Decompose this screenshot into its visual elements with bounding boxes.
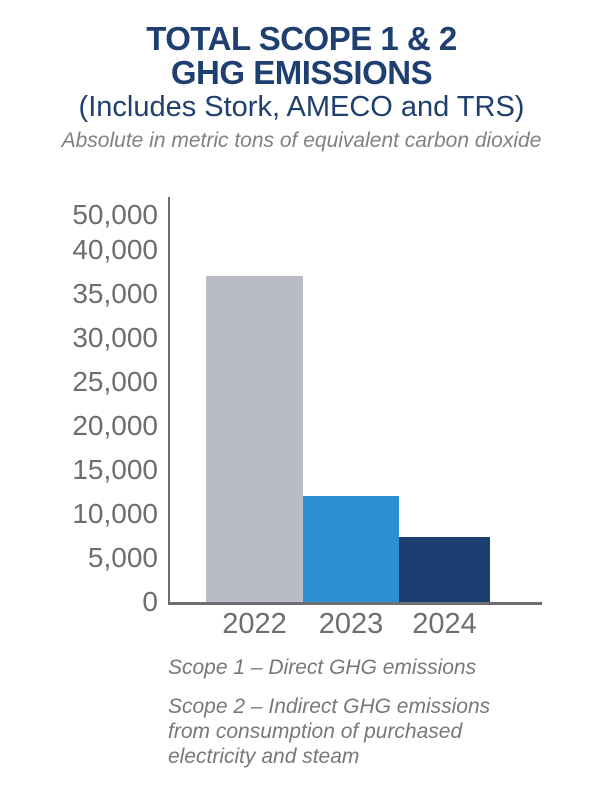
- y-tick-label: 0: [142, 586, 158, 617]
- chart-title-line1: TOTAL SCOPE 1 & 2: [146, 20, 457, 57]
- y-tick-label: 15,000: [72, 454, 158, 485]
- scope2-footnote: Scope 2 – Indirect GHG emissions from co…: [168, 695, 491, 768]
- x-axis-label-2023: 2023: [318, 608, 384, 640]
- plot-area: 2022 2023 2024: [168, 197, 542, 639]
- y-tick-label: 30,000: [72, 322, 158, 353]
- y-tick-label: 35,000: [72, 278, 158, 309]
- y-axis-labels: 0 5,000 10,000 15,000 20,000 25,000 30,000 35,0…: [0, 197, 160, 616]
- y-tick-label: 40,000: [72, 234, 158, 265]
- chart-units-note: Absolute in metric tons of equivalent ca…: [61, 129, 542, 152]
- x-axis-label-2024: 2024: [412, 608, 477, 640]
- scope1-footnote: Scope 1 – Direct GHG emissions: [168, 656, 477, 679]
- x-axis-label-2022: 2022: [222, 608, 287, 640]
- bar-2023: [303, 496, 399, 602]
- y-tick-label: 5,000: [87, 542, 158, 573]
- chart-title: TOTAL SCOPE 1 & 2 GHG EMISSIONS: [0, 22, 603, 90]
- bar-2022: [206, 276, 303, 602]
- y-tick-label: 50,000: [72, 199, 158, 230]
- chart-subtitle: (Includes Stork, AMECO and TRS): [78, 91, 525, 123]
- y-tick-label: 10,000: [72, 498, 158, 529]
- bar-2024: [399, 536, 490, 602]
- y-tick-label: 20,000: [72, 410, 158, 441]
- chart-title-line2: GHG EMISSIONS: [170, 54, 433, 91]
- y-tick-label: 25,000: [72, 366, 158, 397]
